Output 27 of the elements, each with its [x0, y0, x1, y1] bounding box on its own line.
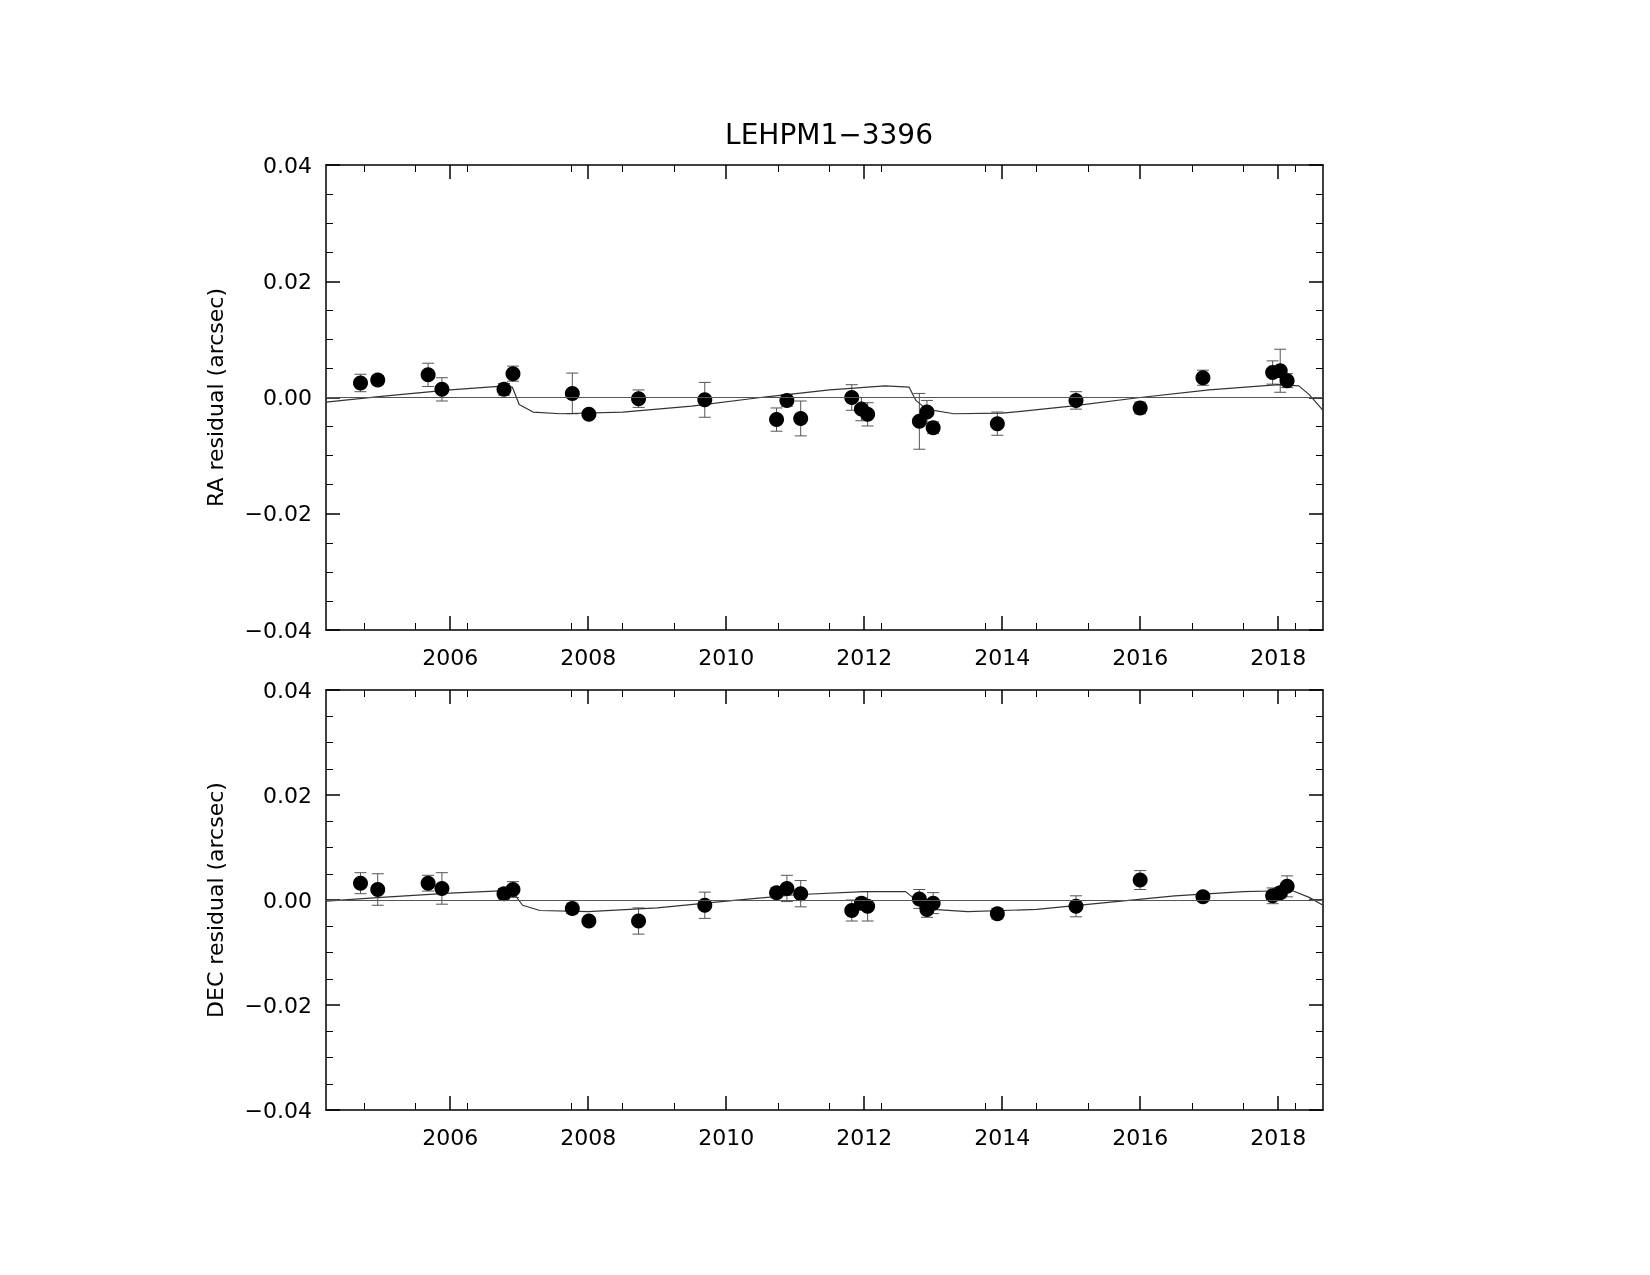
- x-tick-label: 2012: [836, 644, 893, 670]
- x-tick-label: 2012: [836, 1124, 893, 1150]
- y-axis-title: RA residual (arcsec): [202, 287, 228, 508]
- y-tick-label: −0.04: [244, 1097, 312, 1123]
- y-tick-label: −0.02: [244, 501, 312, 527]
- y-tick-label: 0.00: [263, 385, 312, 410]
- x-tick-label: 2006: [422, 1124, 479, 1150]
- y-tick-label: −0.04: [244, 617, 312, 643]
- y-tick-label: 0.04: [263, 152, 312, 178]
- x-tick-label: 2006: [422, 644, 479, 670]
- y-tick-label: 0.04: [263, 677, 312, 703]
- x-tick-label: 2010: [698, 1124, 755, 1150]
- y-tick-label: 0.00: [263, 887, 312, 913]
- x-tick-label: 2008: [560, 1124, 617, 1150]
- chart-title: LEHPM1−3396: [725, 117, 933, 151]
- y-tick-label: −0.02: [244, 992, 312, 1018]
- x-tick-label: 2008: [560, 644, 617, 670]
- y-tick-label: 0.02: [263, 782, 312, 808]
- x-tick-label: 2016: [1112, 644, 1169, 670]
- x-tick-label: 2016: [1112, 1124, 1169, 1150]
- x-tick-label: 2018: [1250, 644, 1307, 670]
- x-tick-label: 2010: [698, 644, 755, 670]
- x-tick-label: 2014: [974, 644, 1031, 670]
- x-tick-label: 2014: [974, 1124, 1031, 1150]
- y-axis-title: DEC residual (arcsec): [202, 782, 228, 1018]
- y-tick-label: 0.02: [263, 268, 312, 294]
- x-tick-label: 2018: [1250, 1124, 1307, 1150]
